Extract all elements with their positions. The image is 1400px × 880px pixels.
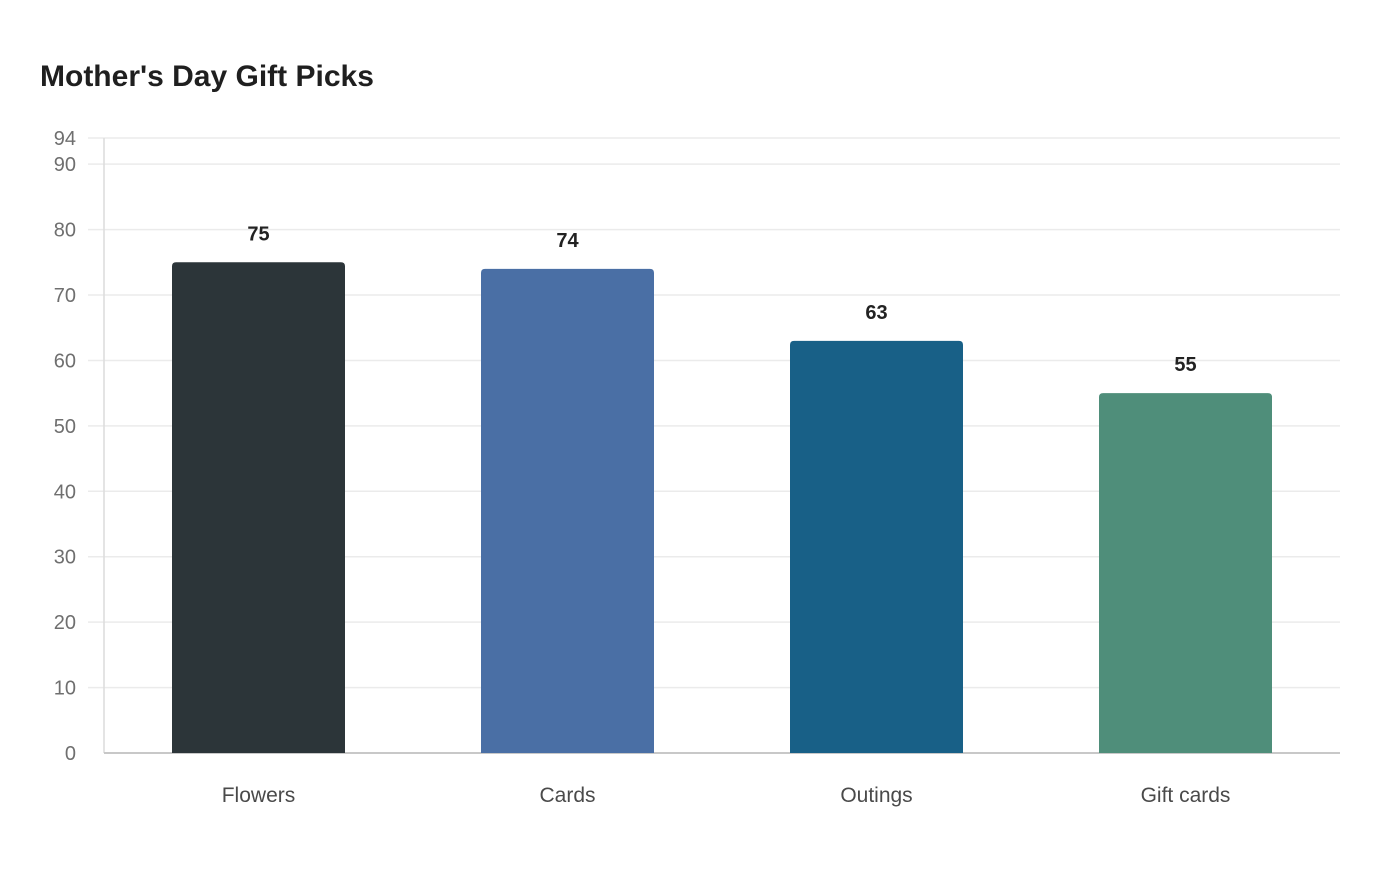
y-tick-label: 80 xyxy=(54,220,76,242)
y-tick-label: 60 xyxy=(54,350,76,372)
y-tick-label: 30 xyxy=(54,547,76,569)
bar-outings xyxy=(790,340,963,753)
y-tick-label: 20 xyxy=(54,612,76,634)
x-tick-label: Cards xyxy=(539,784,595,807)
y-tick-label: 40 xyxy=(54,481,76,503)
bar-flowers xyxy=(172,262,345,753)
bars xyxy=(172,262,1272,753)
x-tick-label: Flowers xyxy=(222,784,296,807)
data-label: 55 xyxy=(1174,354,1196,376)
data-label: 75 xyxy=(247,223,269,245)
labels: 0 10 20 30 40 50 60 70 80 90 94 75 Flowers 74 Cards 63 O… xyxy=(54,128,1231,807)
chart-title: Mother's Day Gift Picks xyxy=(40,60,374,93)
data-label: 63 xyxy=(865,302,887,324)
y-tick-label: 70 xyxy=(54,285,76,307)
y-tick-label: 90 xyxy=(54,154,76,176)
x-tick-label: Gift cards xyxy=(1141,784,1231,807)
y-tick-label: 10 xyxy=(54,678,76,700)
x-tick-label: Outings xyxy=(840,784,912,807)
y-tick-label: 94 xyxy=(54,128,76,150)
data-label: 74 xyxy=(556,230,579,252)
y-tick-label: 50 xyxy=(54,416,76,438)
y-tick-label: 0 xyxy=(65,743,76,765)
bar-cards xyxy=(481,268,654,753)
bar-gift-cards xyxy=(1099,393,1272,753)
